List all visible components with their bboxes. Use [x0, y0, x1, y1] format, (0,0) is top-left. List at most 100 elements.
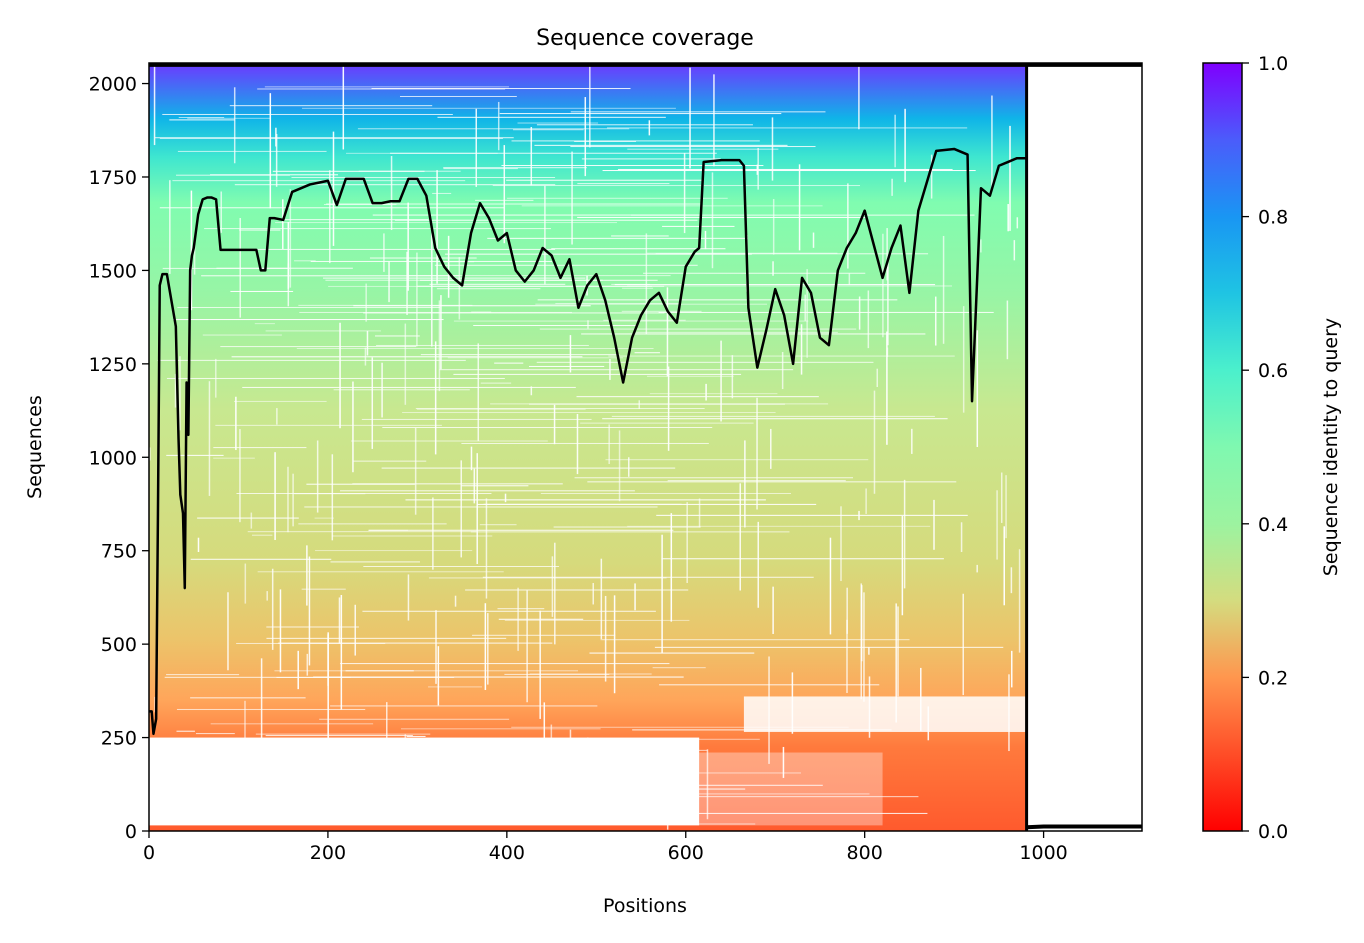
gap-streak	[304, 506, 658, 508]
x-tick-label: 400	[489, 842, 525, 864]
gap-streak	[482, 755, 646, 757]
gap-streak	[589, 652, 755, 654]
gap-column	[661, 534, 663, 653]
gap-column	[543, 702, 546, 779]
gap-column	[772, 199, 775, 255]
gap-streak	[197, 517, 299, 519]
gap-streak	[439, 369, 794, 371]
gap-column	[960, 522, 963, 552]
gap-column	[858, 296, 861, 330]
gap-column	[1008, 674, 1010, 752]
gap-column	[554, 542, 556, 645]
gap-streak	[311, 747, 636, 749]
gap-column	[846, 587, 848, 634]
gap-column	[153, 63, 156, 146]
gap-column	[744, 440, 746, 528]
gap-streak	[363, 766, 437, 768]
gap-streak	[216, 267, 353, 269]
gap-streak	[234, 400, 327, 402]
gap-column	[208, 381, 211, 496]
gap-column	[436, 170, 438, 284]
gap-streak	[617, 168, 953, 170]
gap-streak	[471, 311, 492, 313]
gap-column	[289, 189, 292, 288]
gap-column	[316, 440, 319, 513]
gap-streak	[479, 524, 517, 526]
gap-streak	[602, 170, 976, 172]
gap-column	[873, 390, 876, 494]
gap-column	[768, 656, 770, 764]
gap-streak	[406, 735, 426, 737]
gap-streak	[331, 535, 493, 537]
gap-column	[276, 408, 278, 425]
gap-streak	[218, 822, 379, 824]
gap-streak	[406, 275, 671, 277]
gap-column	[193, 244, 196, 275]
gap-column	[894, 114, 896, 168]
gap-column	[1009, 125, 1011, 231]
gap-column	[279, 589, 282, 673]
gap-streak	[251, 534, 273, 536]
gap-streak	[415, 408, 705, 410]
gap-streak	[511, 140, 760, 142]
gap-streak	[361, 418, 592, 420]
gap-column	[292, 473, 294, 527]
gap-column	[339, 322, 341, 429]
gap-streak	[294, 260, 316, 262]
gap-column	[569, 335, 572, 373]
gap-streak	[490, 403, 829, 405]
gap-streak	[234, 184, 556, 186]
gap-column	[739, 483, 741, 591]
gap-column	[1007, 204, 1009, 232]
x-tick-label: 0	[143, 842, 155, 864]
gap-column	[440, 295, 442, 370]
gap-streak	[199, 761, 371, 763]
gap-column	[244, 563, 247, 604]
gap-column	[390, 156, 393, 231]
gap-column	[473, 468, 476, 504]
gap-column	[772, 261, 774, 276]
gap-column	[1010, 650, 1013, 688]
gap-streak	[162, 113, 453, 115]
gap-streak	[627, 525, 931, 527]
gap-column	[698, 498, 701, 528]
gap-streak	[603, 319, 686, 321]
y-tick-label: 250	[101, 728, 137, 750]
gap-streak	[499, 113, 782, 115]
gap-streak	[172, 180, 466, 182]
gap-streak	[266, 626, 359, 628]
gap-column	[244, 700, 246, 806]
gap-column	[930, 154, 933, 199]
gap-streak	[176, 174, 290, 176]
gap-column	[628, 457, 630, 477]
gap-streak	[643, 272, 866, 274]
gap-column	[886, 347, 889, 358]
gap-column	[876, 368, 879, 388]
gap-column	[434, 341, 437, 455]
gap-streak	[506, 179, 703, 181]
gap-column	[169, 180, 171, 274]
gap-column	[275, 127, 277, 147]
coverage-tail-line	[1026, 824, 1142, 830]
gap-column	[706, 749, 709, 820]
gap-streak	[372, 214, 701, 216]
gap-streak	[154, 137, 514, 139]
gap-streak	[313, 676, 684, 678]
gap-column	[332, 131, 335, 246]
colorbar-tick-label: 0.2	[1258, 667, 1288, 689]
gap-streak	[362, 610, 656, 612]
gap-column	[584, 97, 587, 177]
gap-column	[517, 587, 519, 651]
gap-streak	[352, 483, 563, 485]
gap-column	[437, 646, 440, 706]
gap-streak	[267, 808, 451, 810]
colorbar-ticks: 0.0 0.2 0.4 0.6 0.8 1.0	[1242, 53, 1288, 843]
gap-column	[757, 521, 759, 608]
gap-column	[638, 400, 641, 409]
gap-column	[847, 183, 849, 269]
gap-column	[860, 585, 863, 662]
gap-column	[571, 151, 573, 245]
gap-column	[539, 610, 541, 719]
gap-column	[233, 87, 236, 164]
